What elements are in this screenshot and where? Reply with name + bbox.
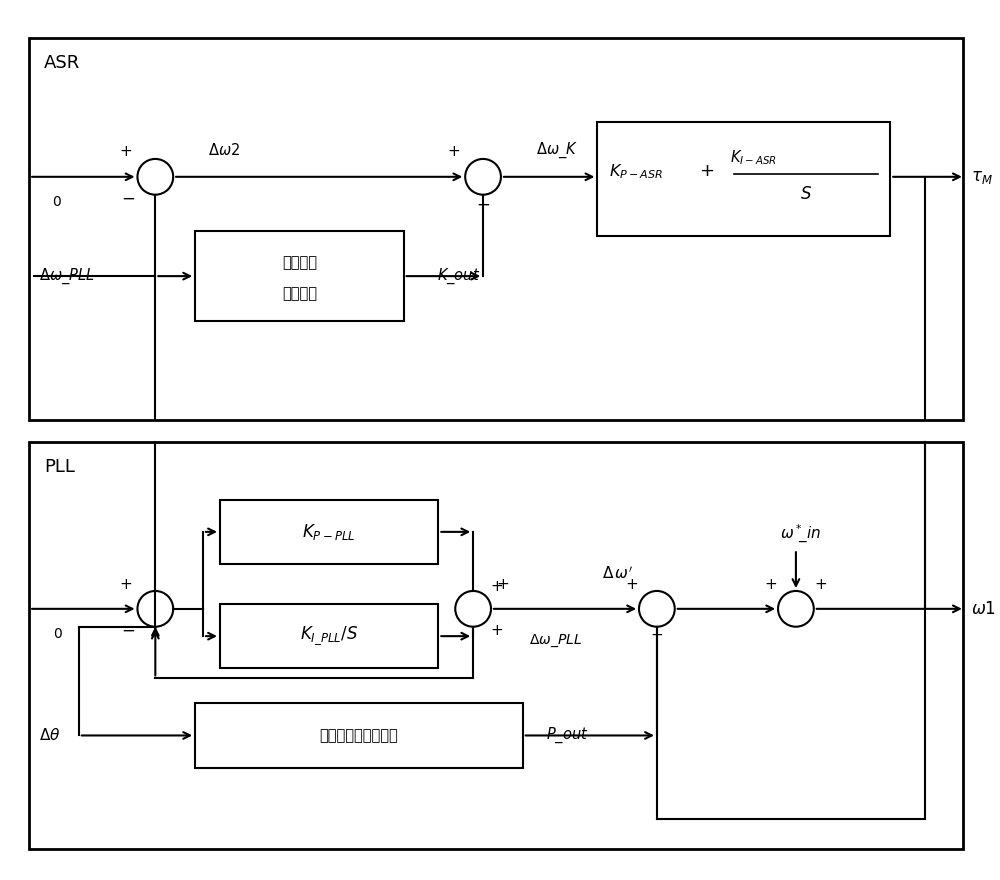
Circle shape — [778, 591, 814, 627]
Bar — [597, 122, 890, 237]
Text: $S$: $S$ — [800, 185, 812, 203]
Text: $\tau_M$: $\tau_M$ — [971, 168, 992, 186]
Text: +: + — [650, 628, 663, 643]
Text: 提取算法: 提取算法 — [282, 287, 317, 302]
Text: +: + — [626, 576, 638, 591]
Text: +: + — [491, 580, 503, 595]
Text: $K_{P-ASR}$: $K_{P-ASR}$ — [609, 162, 664, 180]
Text: $\Delta\omega\_PLL$: $\Delta\omega\_PLL$ — [529, 633, 582, 649]
Text: $+$: $+$ — [699, 162, 714, 180]
Text: $\Delta\,\omega'$: $\Delta\,\omega'$ — [602, 566, 633, 583]
Circle shape — [639, 591, 675, 627]
Text: +: + — [765, 576, 777, 591]
Text: +: + — [491, 623, 503, 638]
Text: 0: 0 — [52, 194, 60, 209]
Circle shape — [137, 159, 173, 194]
Text: ASR: ASR — [44, 54, 80, 71]
Text: $P\_out$: $P\_out$ — [546, 726, 589, 745]
Circle shape — [465, 159, 501, 194]
Text: PLL: PLL — [44, 458, 75, 476]
Text: $K\_out$: $K\_out$ — [437, 267, 480, 286]
Text: $K_{I-ASR}$: $K_{I-ASR}$ — [730, 148, 777, 167]
Text: 0: 0 — [53, 627, 61, 641]
Text: 速度波动: 速度波动 — [282, 255, 317, 270]
Bar — [29, 38, 963, 420]
Text: $\Delta\theta$: $\Delta\theta$ — [39, 728, 61, 744]
Text: −: − — [122, 621, 135, 640]
Text: $\omega^*\!\!\_in$: $\omega^*\!\!\_in$ — [780, 524, 821, 546]
Text: +: + — [497, 576, 509, 591]
Bar — [195, 703, 523, 767]
Text: $\Delta\omega2$: $\Delta\omega2$ — [208, 142, 240, 158]
Text: $K_{P-PLL}$: $K_{P-PLL}$ — [302, 522, 356, 542]
Bar — [220, 604, 438, 669]
Text: +: + — [119, 576, 132, 591]
Text: $\Delta\omega\_PLL$: $\Delta\omega\_PLL$ — [39, 267, 95, 286]
Text: +: + — [447, 144, 460, 159]
Bar — [195, 231, 404, 321]
Text: +: + — [814, 576, 827, 591]
Circle shape — [455, 591, 491, 627]
Text: $K_{I\_PLL}/S$: $K_{I\_PLL}/S$ — [300, 625, 358, 648]
Circle shape — [137, 591, 173, 627]
Text: $\Delta\omega\_K$: $\Delta\omega\_K$ — [536, 140, 578, 159]
Text: +: + — [119, 144, 132, 159]
Bar — [220, 500, 438, 564]
Text: −: − — [476, 195, 490, 214]
Bar — [29, 442, 963, 849]
Text: −: − — [122, 190, 135, 208]
Text: $\omega1$: $\omega1$ — [971, 600, 996, 618]
Text: 轴误差波动滤除算法: 轴误差波动滤除算法 — [320, 728, 398, 743]
